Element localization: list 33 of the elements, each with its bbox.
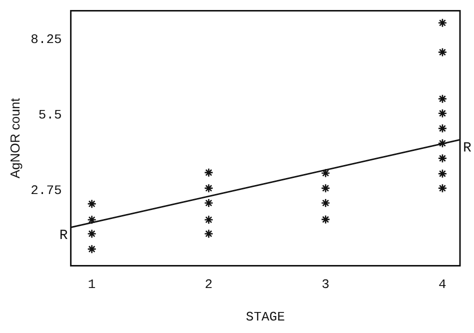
point — [204, 229, 214, 238]
point — [87, 199, 96, 208]
y-axis-title: AgNOR count — [7, 98, 22, 178]
point — [438, 108, 448, 118]
point — [438, 94, 448, 104]
point — [438, 184, 448, 193]
point — [438, 48, 448, 57]
point — [320, 168, 330, 178]
point — [204, 184, 214, 193]
y-tick-label: 2.75 — [30, 182, 62, 198]
x-tick-label: 1 — [88, 277, 96, 292]
point — [438, 124, 448, 134]
point — [87, 244, 96, 254]
x-axis-title: STAGE — [246, 310, 286, 325]
point — [320, 198, 330, 208]
point — [438, 18, 448, 28]
x-tick-label: 2 — [204, 277, 213, 292]
annotation: R — [463, 140, 472, 156]
point — [438, 138, 448, 148]
point — [438, 169, 448, 178]
point — [320, 214, 330, 224]
point — [438, 154, 448, 163]
point — [87, 229, 96, 238]
point — [87, 215, 96, 224]
point — [320, 184, 330, 193]
point — [204, 168, 214, 178]
point — [204, 198, 214, 208]
point — [204, 215, 214, 224]
y-tick-label: 5.5 — [38, 107, 62, 122]
x-tick-label: 3 — [322, 277, 330, 292]
x-tick-label: 4 — [438, 277, 447, 292]
annotation: R — [59, 228, 68, 244]
y-tick-label: 8.25 — [30, 32, 62, 48]
